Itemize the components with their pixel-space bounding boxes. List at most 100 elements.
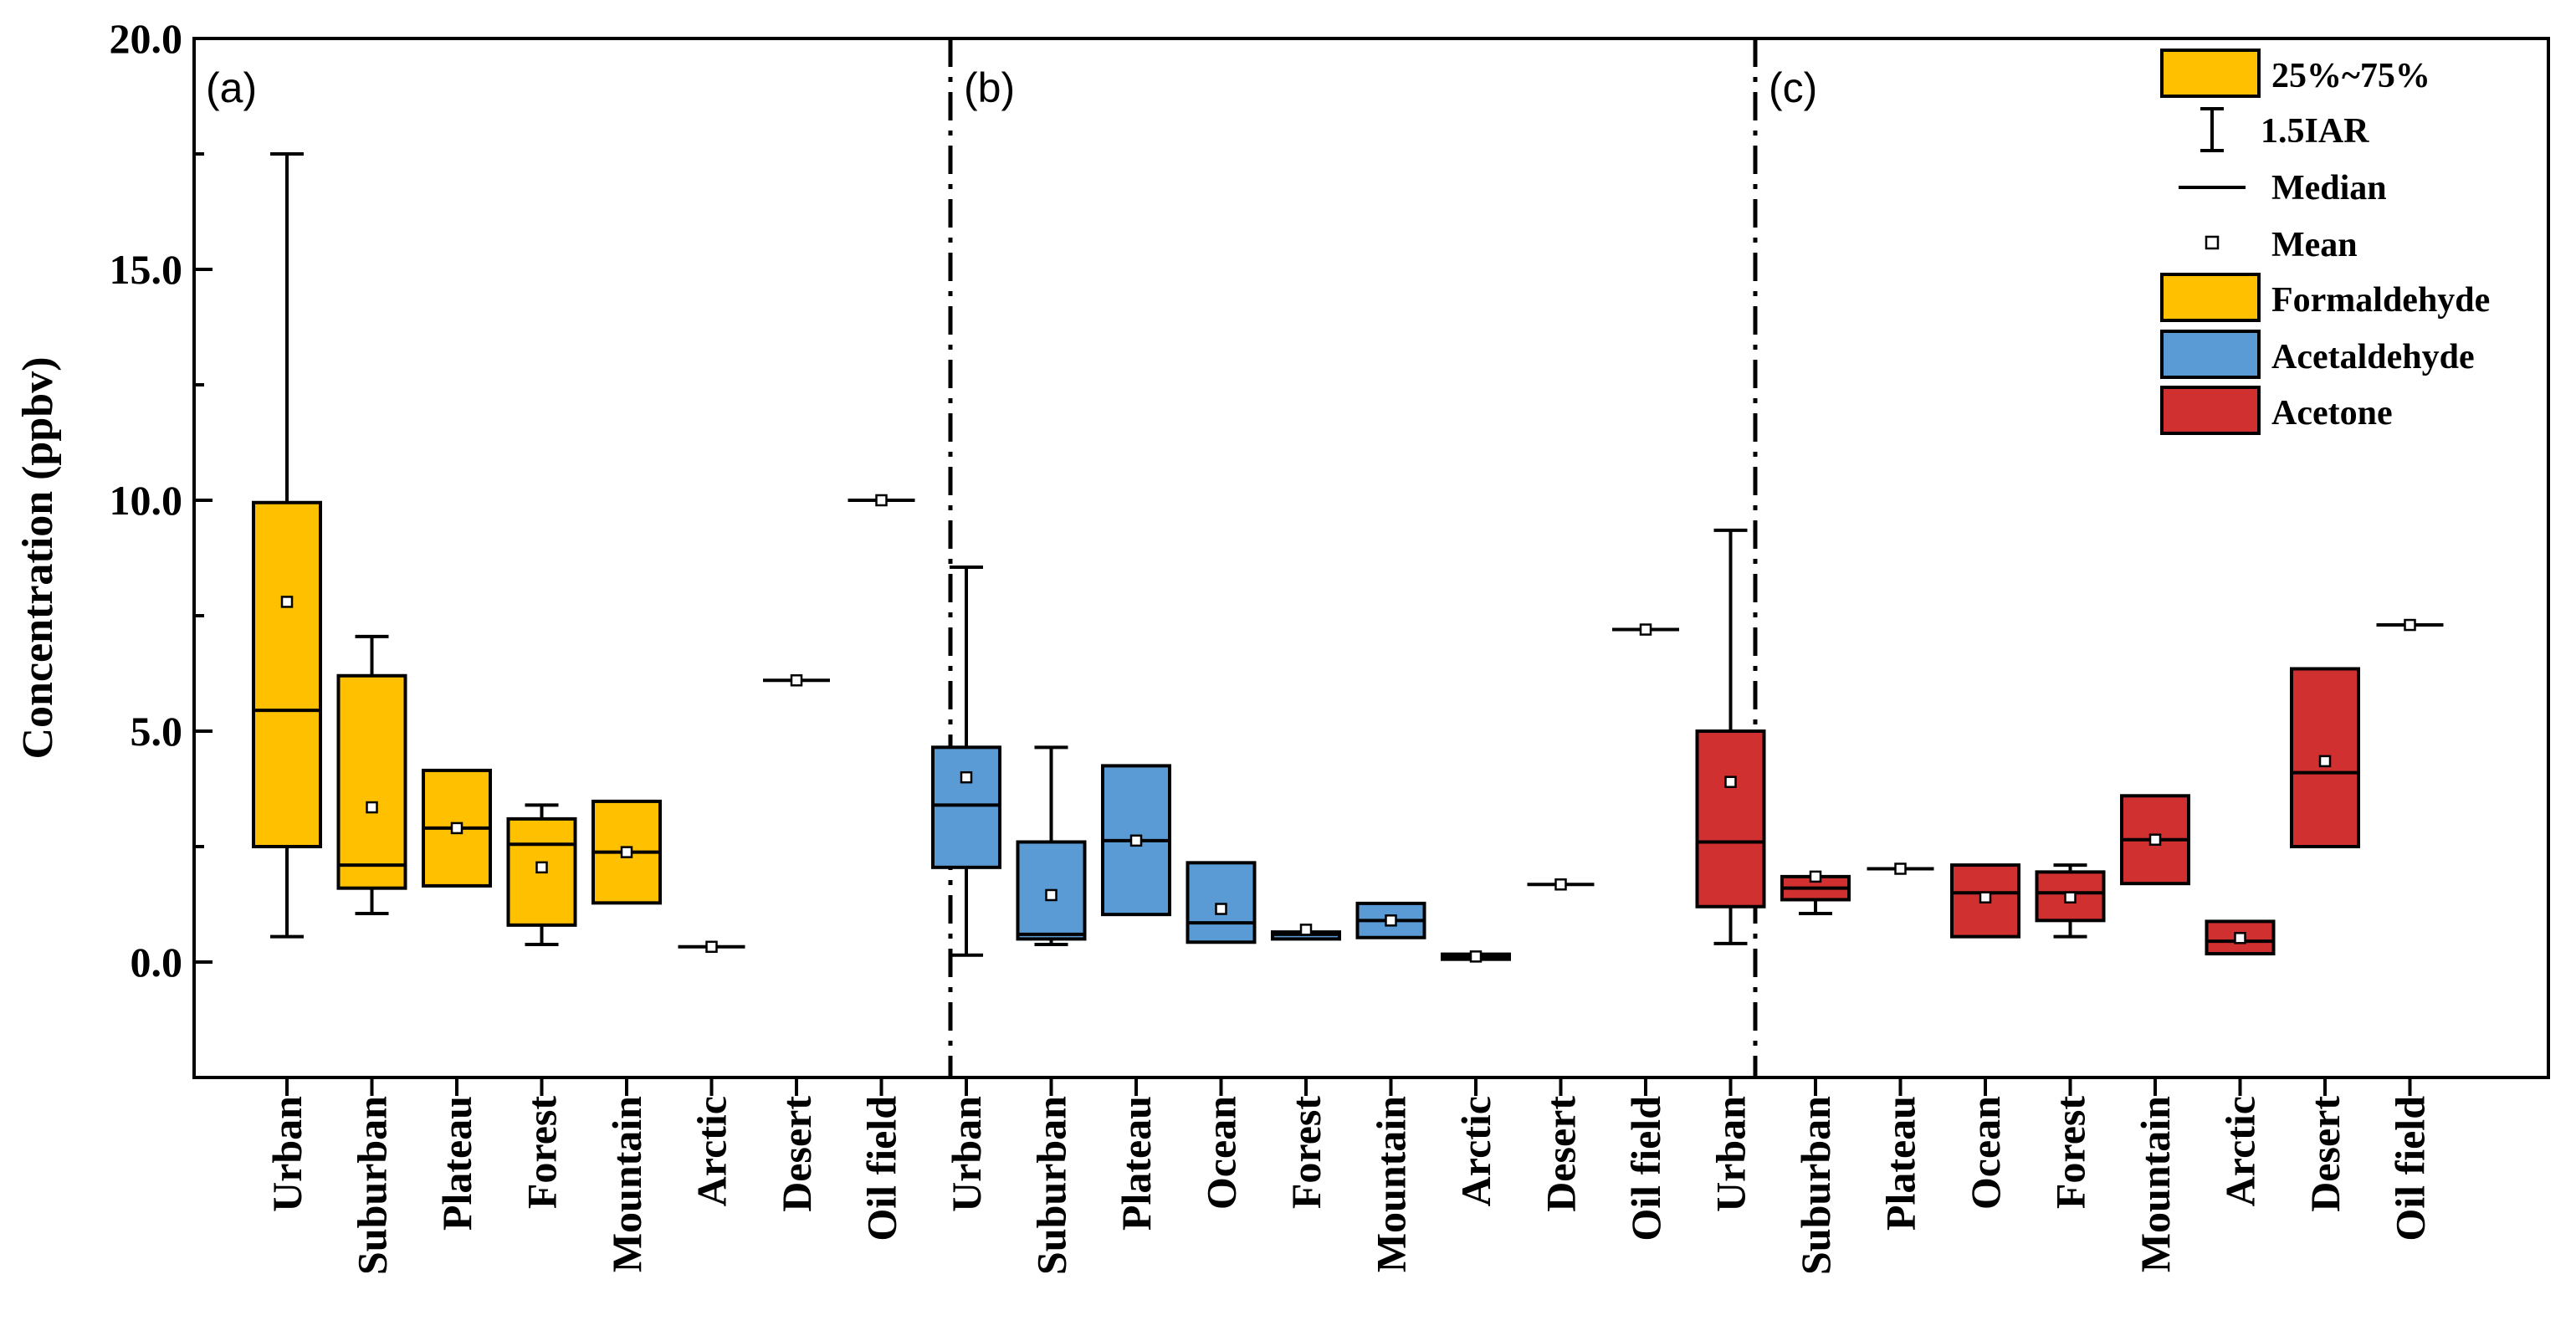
box-acetone-suburban (1780, 870, 1851, 916)
mean-marker (790, 674, 803, 687)
box-formaldehyde-arctic (678, 940, 745, 954)
mean-marker (2148, 833, 2162, 846)
y-axis-title: Concentration (ppbv) (14, 356, 62, 759)
legend-swatch-iqr (2160, 49, 2261, 98)
iqr-box (1186, 861, 1257, 944)
box-acetaldehyde-suburban (1016, 745, 1087, 947)
iqr-box (931, 745, 1001, 869)
legend-mean-marker (2205, 235, 2220, 250)
x-tick-label: Mountain (1368, 1096, 1415, 1272)
box-formaldehyde-desert (763, 674, 830, 687)
x-tick-label: Oil field (858, 1096, 905, 1241)
box-formaldehyde-forest (506, 803, 577, 947)
mean-marker (875, 494, 888, 507)
box-acetone-plateau (1867, 862, 1934, 875)
box-formaldehyde-urban (252, 152, 322, 939)
x-tick-label: Suburban (1792, 1096, 1839, 1275)
mean-marker (1724, 775, 1737, 788)
box-acetaldehyde-desert (1527, 878, 1595, 891)
y-tick-label: 10.0 (110, 477, 183, 524)
legend-label-iqr: 25%~75% (2271, 57, 2430, 95)
mean-marker (1299, 924, 1313, 936)
iqr-box (336, 673, 407, 890)
legend-label-whisker: 1.5IAR (2261, 112, 2369, 151)
box-acetaldehyde-plateau (1101, 764, 1171, 917)
mean-marker (1979, 891, 1992, 903)
mean-marker (2404, 618, 2416, 632)
x-tick-label: Suburban (1028, 1096, 1075, 1275)
iqr-box (252, 500, 322, 848)
mean-marker (535, 861, 548, 874)
x-tick-label: Oil field (1622, 1096, 1669, 1241)
x-tick-label: Plateau (1877, 1096, 1924, 1231)
box-acetaldehyde-arctic (1441, 950, 1511, 963)
mean-marker (960, 770, 973, 784)
legend-swatch-acetaldehyde (2160, 330, 2261, 379)
legend-label-mean: Mean (2271, 226, 2358, 264)
box-acetaldehyde-oil-field (1612, 623, 1679, 636)
x-tick-label: Desert (2302, 1096, 2348, 1212)
box-acetaldehyde-urban (931, 566, 1001, 957)
box-acetaldehyde-forest (1271, 924, 1341, 941)
legend-label-acetone: Acetone (2271, 394, 2393, 432)
mean-marker (1894, 862, 1907, 875)
mean-marker (1809, 870, 1822, 883)
box-acetone-desert (2290, 667, 2360, 848)
y-tick-label: 15.0 (110, 246, 183, 293)
mean-marker (366, 801, 378, 814)
x-tick-label: Arctic (689, 1096, 735, 1206)
x-tick-label: Oil field (2387, 1096, 2434, 1241)
x-tick-label: Suburban (349, 1096, 396, 1275)
x-tick-label: Desert (1538, 1096, 1585, 1212)
mean-marker (1215, 903, 1227, 915)
x-tick-label: Desert (773, 1096, 820, 1212)
box-formaldehyde-plateau (422, 768, 492, 888)
iqr-box (1695, 729, 1766, 909)
panel-label: (c) (1769, 64, 1817, 111)
y-tick-label: 5.0 (131, 708, 183, 755)
legend: 25%~75% 1.5IAR Median Mean Formaldehyde Aceta… (2160, 49, 2490, 435)
x-tick-label: Ocean (1198, 1096, 1245, 1210)
panel-label: (a) (206, 64, 257, 111)
x-tick-label: Ocean (1962, 1096, 2009, 1210)
x-tick-label: Urban (264, 1096, 310, 1212)
mean-marker (1045, 888, 1058, 902)
y-tick-label: 20.0 (110, 15, 183, 62)
x-tick-label: Forest (1283, 1096, 1329, 1209)
box-acetaldehyde-ocean (1186, 861, 1257, 944)
plot-area: 0.0 5.0 10.0 15.0 20.0 Concentration (ppbv) (a… (14, 15, 2550, 1275)
mean-marker (1639, 623, 1652, 636)
legend-swatch-acetone (2160, 386, 2261, 435)
mean-marker (705, 940, 718, 954)
legend-label-acetaldehyde: Acetaldehyde (2271, 338, 2475, 376)
box-formaldehyde-oil-field (848, 494, 915, 507)
mean-marker (450, 821, 463, 835)
mean-marker (2234, 932, 2246, 944)
panel-label: (b) (964, 64, 1015, 111)
box-acetaldehyde-mountain (1355, 901, 1426, 939)
box-acetone-urban (1695, 528, 1766, 945)
x-tick-label: Arctic (2217, 1096, 2264, 1206)
mean-marker (2064, 891, 2077, 903)
mean-marker (280, 596, 294, 608)
y-tick-label: 0.0 (131, 939, 183, 985)
x-tick-label: Forest (2047, 1096, 2094, 1209)
mean-marker (1385, 914, 1397, 927)
box-formaldehyde-suburban (336, 634, 407, 916)
box-formaldehyde-mountain (592, 799, 662, 905)
x-tick-label: Mountain (2132, 1096, 2179, 1272)
x-tick-label: Plateau (1113, 1096, 1160, 1231)
mean-marker (1469, 950, 1483, 963)
box-acetone-oil-field (2376, 618, 2444, 632)
x-tick-label: Arctic (1452, 1096, 1499, 1206)
box-acetone-forest (2035, 863, 2106, 939)
legend-label-formaldehyde: Formaldehyde (2271, 281, 2490, 320)
x-tick-label: Urban (943, 1096, 990, 1212)
x-tick-label: Forest (519, 1096, 566, 1209)
box-acetone-arctic (2205, 919, 2276, 956)
mean-marker (620, 846, 633, 858)
plot-frame (192, 37, 2550, 1079)
box-acetone-ocean (1950, 863, 2020, 939)
mean-marker (2318, 755, 2332, 768)
